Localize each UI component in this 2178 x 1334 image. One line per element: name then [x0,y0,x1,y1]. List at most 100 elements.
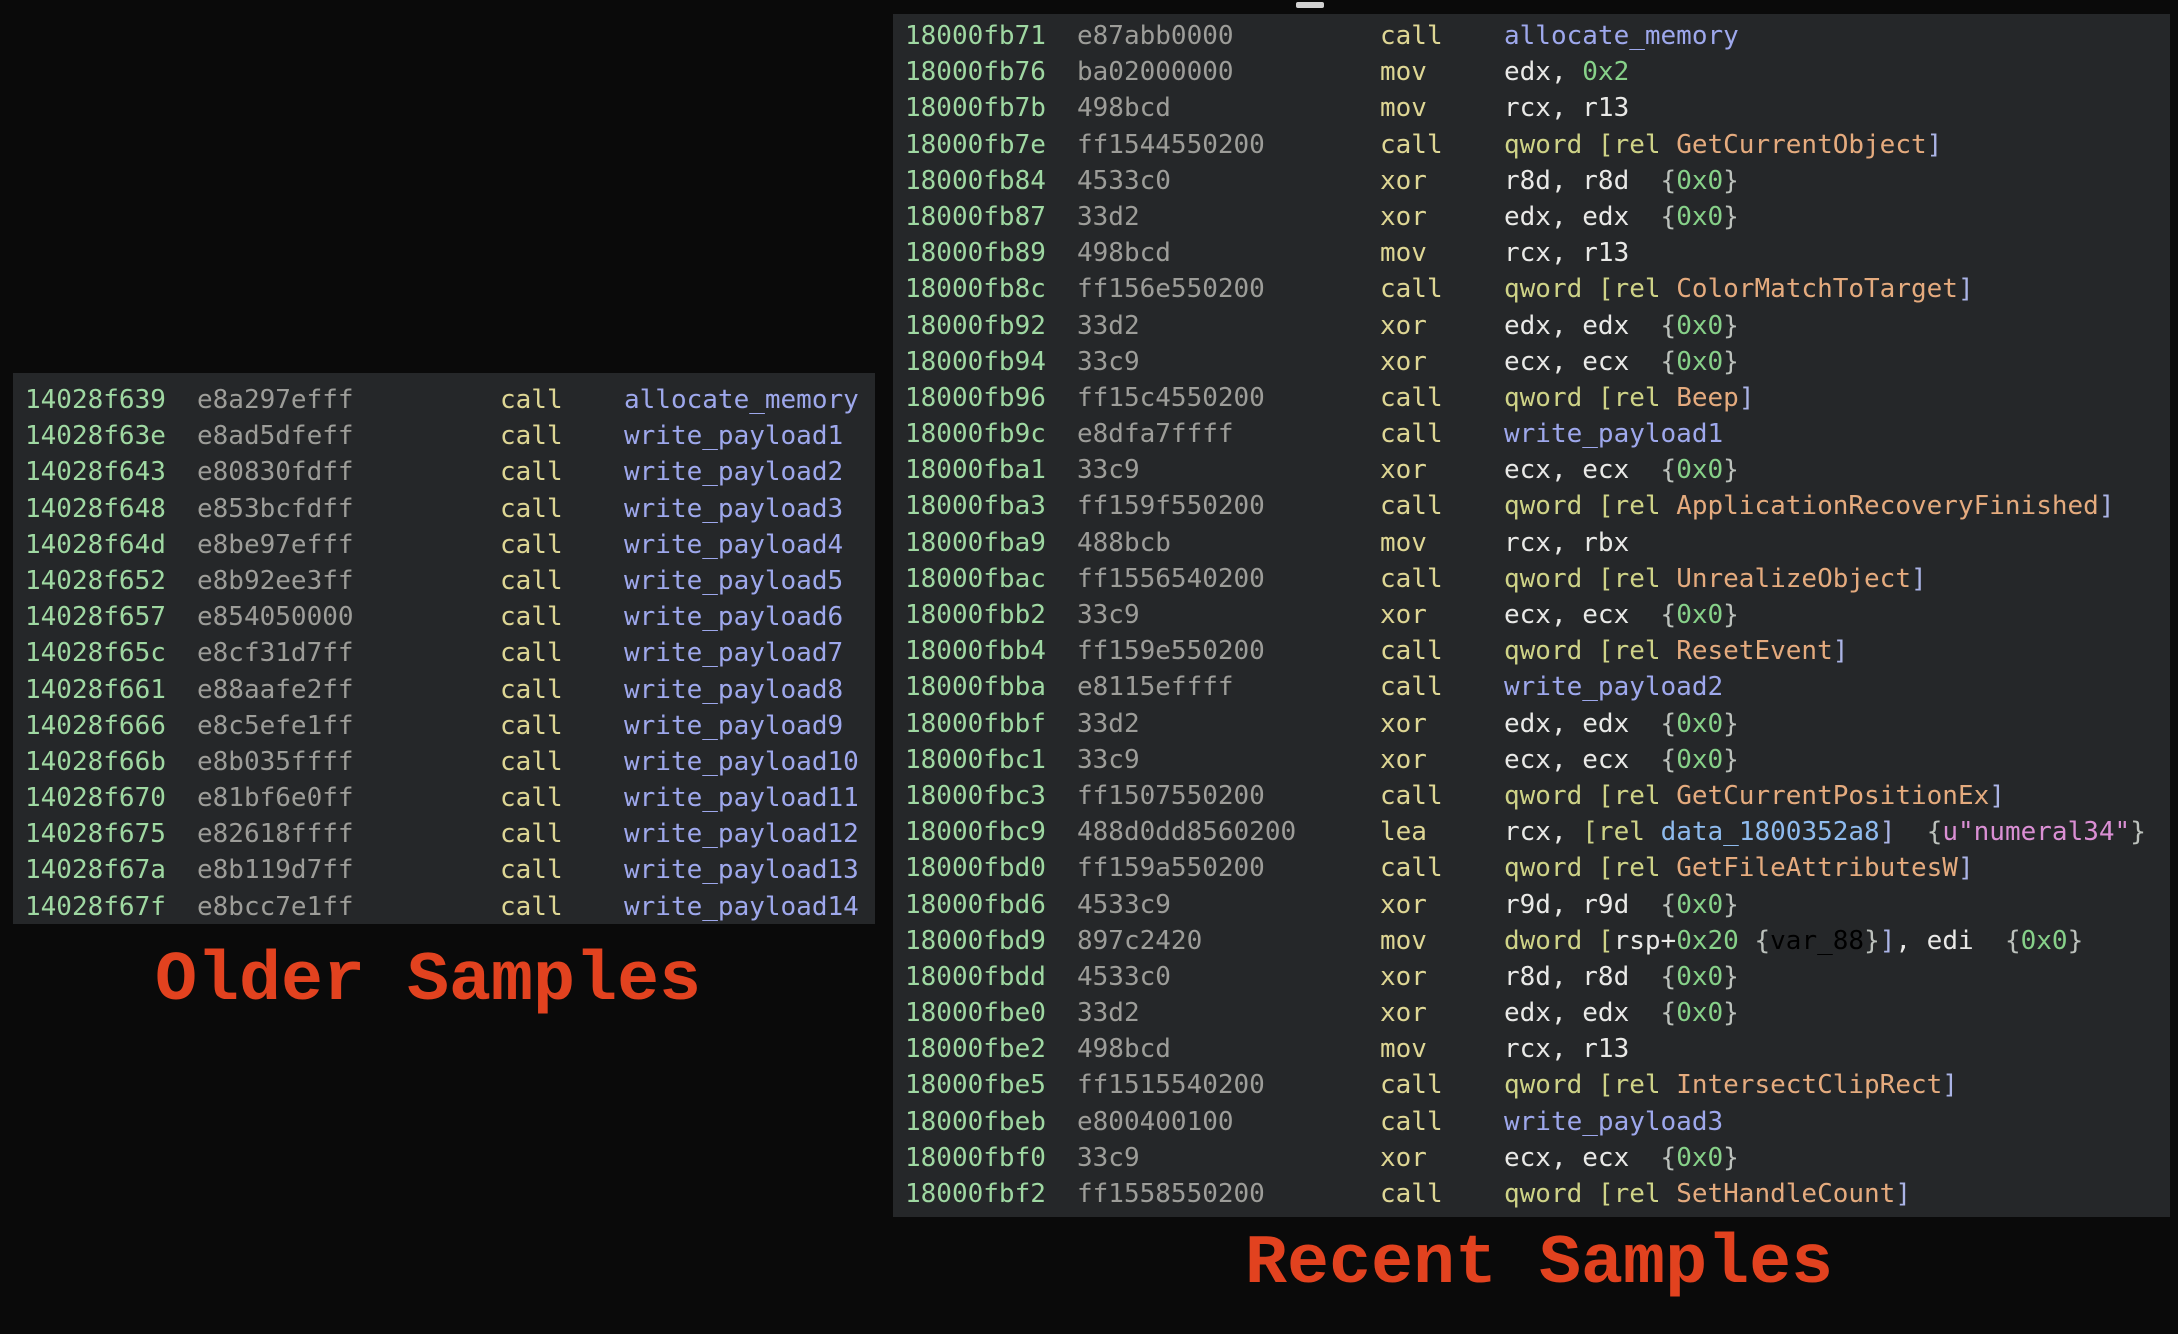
disasm-row[interactable]: 14028f670 e81bf6e0ff call write_payload11 [13,780,875,816]
bytes-cell: e8c5efe1ff [197,710,354,741]
disasm-row[interactable]: 18000fbd0 ff159a550200 call qword [rel GetF… [893,850,2170,886]
mnemonic-cell: call [1380,563,1443,594]
operand-token: qword [rel [1504,1070,1677,1101]
address-cell: 18000fbb2 [905,600,1046,630]
bytes-cell: ff15c4550200 [1077,382,1265,413]
disasm-row[interactable]: 18000fb84 4533c0 xor r8d, r8d {0x0} [893,163,2170,199]
disasm-row[interactable]: 18000fbc9 488d0dd8560200 lea rcx, [rel data… [893,814,2170,850]
operand-token: ] [1942,1070,1958,1101]
operands-cell: dword [rsp+0x20 {var_88}], edi {0x0} [1504,923,2170,959]
operands-cell: write_payload3 [624,491,875,527]
disasm-row[interactable]: 18000fb8c ff156e550200 call qword [rel Colo… [893,271,2170,307]
operand-token: edx, edx [1504,310,1630,341]
disasm-row[interactable]: 18000fbe2 498bcd mov rcx, r13 [893,1031,2170,1067]
disasm-row[interactable]: 18000fba3 ff159f550200 call qword [rel Appl… [893,488,2170,524]
disasm-row[interactable]: 18000fba1 33c9 xor ecx, ecx {0x0} [893,452,2170,488]
disasm-row[interactable]: 14028f67a e8b119d7ff call write_payload13 [13,852,875,888]
operands-cell: write_payload8 [624,672,875,708]
address-cell: 14028f652 [25,565,166,596]
mnemonic-cell: call [1380,672,1443,703]
disasm-row[interactable]: 18000fb71 e87abb0000 call allocate_memory [893,18,2170,54]
disasm-row[interactable]: 18000fb96 ff15c4550200 call qword [rel Beep… [893,380,2170,416]
operands-cell: qword [rel IntersectClipRect] [1504,1067,2170,1103]
operands-cell: rcx, r13 [1504,1031,2170,1067]
disasm-row[interactable]: 18000fbeb e800400100 call write_payload3 [893,1104,2170,1140]
disasm-row[interactable]: 18000fb92 33d2 xor edx, edx {0x0} [893,308,2170,344]
disasm-row[interactable]: 18000fb76 ba02000000 mov edx, 0x2 [893,54,2170,90]
operand-token: ] [1879,925,1896,956]
operand-token: write_payload4 [624,529,844,560]
operand-token: { [1660,708,1677,739]
operands-cell: write_payload10 [624,744,875,780]
operand-token: edx, edx [1504,201,1630,232]
disasm-row[interactable]: 18000fb7b 498bcd mov rcx, r13 [893,90,2170,126]
operand-token: write_payload1 [1504,419,1724,450]
mnemonic-cell: call [500,421,563,452]
disasm-row[interactable]: 18000fbd6 4533c9 xor r9d, r9d {0x0} [893,887,2170,923]
disasm-row[interactable]: 14028f643 e80830fdff call write_payload2 [13,454,875,490]
disasm-row[interactable]: 18000fb87 33d2 xor edx, edx {0x0} [893,199,2170,235]
disasm-row[interactable]: 14028f64d e8be97efff call write_payload4 [13,527,875,563]
operand-token: qword [rel [1504,563,1677,594]
disasm-row[interactable]: 18000fbf2 ff1558550200 call qword [rel SetH… [893,1176,2170,1212]
disasm-row[interactable]: 14028f639 e8a297efff call allocate_memory [13,382,875,418]
disasm-row[interactable]: 18000fbc1 33c9 xor ecx, ecx {0x0} [893,742,2170,778]
disasm-row[interactable]: 18000fbb4 ff159e550200 call qword [rel Rese… [893,633,2170,669]
operand-token: ] [1879,817,1896,848]
disasm-row[interactable]: 18000fbf0 33c9 xor ecx, ecx {0x0} [893,1140,2170,1176]
operands-cell: edx, 0x2 [1504,54,2170,90]
operands-cell: rcx, r13 [1504,235,2170,271]
mnemonic-cell: call [500,565,563,596]
disasm-row[interactable]: 14028f63e e8ad5dfeff call write_payload1 [13,418,875,454]
disasm-row[interactable]: 14028f66b e8b035ffff call write_payload10 [13,744,875,780]
mnemonic-cell: xor [1380,961,1427,992]
operands-cell: rcx, [rel data_1800352a8] {u"numeral34"} [1504,814,2170,850]
address-cell: 18000fb87 [905,201,1046,232]
disasm-row[interactable]: 18000fbe0 33d2 xor edx, edx {0x0} [893,995,2170,1031]
address-cell: 18000fbac [905,563,1046,594]
operands-cell: allocate_memory [624,382,875,418]
operand-token: write_payload6 [624,602,844,633]
disasm-row[interactable]: 18000fbdd 4533c0 xor r8d, r8d {0x0} [893,959,2170,995]
disasm-row[interactable]: 18000fbba e8115effff call write_payload2 [893,669,2170,705]
disasm-row[interactable]: 14028f652 e8b92ee3ff call write_payload5 [13,563,875,599]
operand-token: rcx, r13 [1504,93,1630,124]
disasm-row[interactable]: 18000fbd9 897c2420 mov dword [rsp+0x20 {var… [893,923,2170,959]
bytes-cell: e80830fdff [197,457,354,488]
disasm-row[interactable]: 18000fbbf 33d2 xor edx, edx {0x0} [893,706,2170,742]
disasm-row[interactable]: 18000fb9c e8dfa7ffff call write_payload1 [893,416,2170,452]
operand-token: { [1660,1142,1677,1173]
bytes-cell: ff159f550200 [1077,491,1265,522]
disasm-row[interactable]: 14028f657 e854050000 call write_payload6 [13,599,875,635]
address-cell: 18000fbd9 [905,925,1046,956]
disasm-row[interactable]: 18000fbc3 ff1507550200 call qword [rel GetC… [893,778,2170,814]
disasm-row[interactable]: 18000fb89 498bcd mov rcx, r13 [893,235,2170,271]
disasm-row[interactable]: 14028f666 e8c5efe1ff call write_payload9 [13,708,875,744]
disasm-row[interactable]: 18000fba9 488bcb mov rcx, rbx [893,525,2170,561]
operand-token [1629,1143,1660,1173]
operand-token: qword [rel [1504,853,1677,884]
bytes-cell: e8115effff [1077,672,1234,703]
mnemonic-cell: call [500,457,563,488]
disasm-row[interactable]: 14028f65c e8cf31d7ff call write_payload7 [13,635,875,671]
operand-token: dword [ [1504,925,1614,956]
operands-cell: write_payload1 [624,418,875,454]
operand-token: ] [2098,491,2115,522]
disasm-row[interactable]: 14028f661 e88aafe2ff call write_payload8 [13,672,875,708]
operand-token: } [1723,165,1739,196]
operand-token: [rel [1582,817,1661,848]
disasm-row[interactable]: 18000fbb2 33c9 xor ecx, ecx {0x0} [893,597,2170,633]
disasm-row[interactable]: 18000fb7e ff1544550200 call qword [rel GetC… [893,127,2170,163]
disasm-row[interactable]: 18000fb94 33c9 xor ecx, ecx {0x0} [893,344,2170,380]
address-cell: 18000fbb4 [905,636,1046,667]
mnemonic-cell: call [1380,129,1443,160]
operand-token: r9d, r9d [1504,889,1630,920]
disasm-row[interactable]: 14028f648 e853bcfdff call write_payload3 [13,491,875,527]
disasm-row[interactable]: 14028f675 e82618ffff call write_payload12 [13,816,875,852]
disasm-row[interactable]: 14028f67f e8bcc7e1ff call write_payload14 [13,889,875,925]
disasm-row[interactable]: 18000fbe5 ff1515540200 call qword [rel Inte… [893,1067,2170,1103]
disasm-row[interactable]: 18000fbac ff1556540200 call qword [rel Unre… [893,561,2170,597]
operand-token: } [1864,925,1880,956]
bytes-cell: 488d0dd8560200 [1077,817,1297,848]
address-cell: 18000fb76 [905,57,1046,88]
